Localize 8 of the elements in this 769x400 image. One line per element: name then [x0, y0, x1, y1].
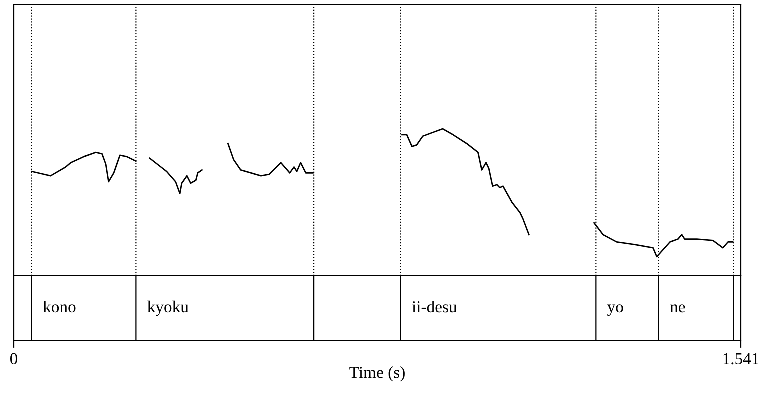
x-tick-label: 1.541	[724, 353, 759, 365]
x-axis-title: Time (s)	[350, 366, 405, 382]
ref-line-label: kyoku	[148, 300, 189, 316]
ref-line-label: ii-desu	[412, 300, 458, 313]
ref-line-label: yo	[607, 304, 624, 316]
x-tick-label: 0	[10, 353, 18, 365]
ref-line-label: ne	[670, 304, 686, 313]
ref-line-label: kono	[43, 300, 76, 313]
